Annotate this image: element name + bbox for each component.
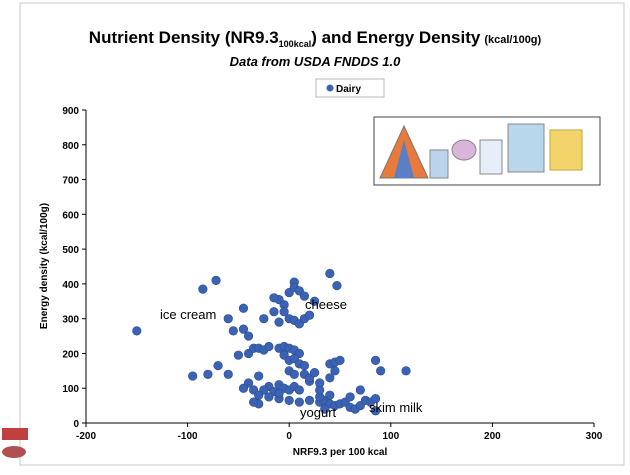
point	[310, 367, 320, 378]
cheese-icon	[549, 129, 583, 171]
point	[264, 341, 274, 352]
logo-shape	[2, 446, 26, 458]
milk-icon	[429, 149, 449, 179]
point	[211, 275, 221, 286]
point	[254, 371, 264, 381]
point	[325, 268, 335, 279]
x-tick-label: 200	[484, 431, 501, 442]
point	[299, 361, 310, 371]
title-part: Nutrient Density (NR9.3	[89, 28, 279, 47]
y-axis-label: Energy density (kcal/100g)	[39, 203, 50, 329]
point	[294, 385, 304, 395]
point	[259, 314, 269, 324]
point	[274, 317, 284, 327]
annotation: yogurt	[300, 405, 337, 420]
point	[370, 355, 381, 366]
logo	[2, 428, 28, 458]
box-icon	[507, 123, 545, 173]
pyramid-stripe	[394, 140, 414, 178]
point	[132, 326, 142, 336]
x-tick-label: 0	[286, 431, 292, 442]
y-tick-label: 500	[62, 245, 79, 256]
x-tick-label: 100	[382, 431, 399, 442]
point	[332, 281, 342, 291]
point	[203, 369, 213, 379]
point	[274, 388, 284, 399]
title-unit: (kcal/100g)	[484, 34, 541, 46]
point	[238, 383, 249, 393]
point	[320, 404, 330, 414]
point	[304, 310, 315, 320]
y-tick-label: 900	[62, 106, 79, 117]
point	[269, 293, 279, 303]
y-tick-label: 100	[62, 384, 79, 395]
point	[355, 385, 365, 395]
x-tick-label: -200	[76, 431, 96, 442]
point	[238, 303, 249, 313]
y-tick-label: 300	[62, 315, 79, 326]
point	[279, 307, 289, 317]
chart-subtitle: Data from USDA FNDDS 1.0	[230, 54, 401, 69]
point	[310, 296, 320, 306]
point	[376, 366, 386, 376]
point	[188, 371, 198, 381]
point	[325, 390, 335, 400]
point	[213, 361, 223, 371]
point	[223, 369, 233, 379]
yogurt-icon	[451, 139, 477, 161]
annotation: ice cream	[160, 307, 216, 322]
point	[264, 392, 274, 402]
point	[223, 314, 233, 324]
chart-title: Nutrient Density (NR9.3100kcal) and Ener…	[89, 28, 542, 49]
title-subscript: 100kcal	[279, 39, 312, 49]
x-tick-label: 300	[586, 431, 603, 442]
point	[370, 394, 381, 404]
y-tick-label: 700	[62, 176, 79, 187]
y-tick-label: 200	[62, 349, 79, 360]
y-tick-label: 600	[62, 210, 79, 221]
point	[304, 395, 315, 405]
annotation: skim milk	[369, 400, 423, 415]
carton-icon	[479, 139, 503, 175]
point	[238, 324, 249, 334]
y-tick-label: 400	[62, 280, 79, 291]
point	[228, 326, 238, 336]
legend-marker	[326, 84, 334, 92]
x-axis-label: NRF9.3 per 100 kcal	[293, 447, 388, 458]
logo-band	[2, 428, 28, 440]
y-tick-label: 800	[62, 141, 79, 152]
legend-label: Dairy	[336, 84, 361, 95]
point	[401, 366, 411, 376]
point	[294, 397, 304, 407]
point	[284, 395, 294, 405]
point	[198, 284, 208, 294]
point	[289, 369, 299, 379]
point	[269, 307, 279, 317]
food-icons	[373, 116, 601, 186]
point	[335, 355, 345, 366]
annotation: cheese	[305, 297, 347, 312]
point	[345, 392, 355, 402]
point	[370, 406, 381, 416]
point	[249, 397, 259, 407]
title-part: ) and Energy Density	[311, 28, 481, 47]
point	[315, 378, 325, 388]
point	[243, 331, 254, 341]
point	[299, 291, 310, 301]
x-tick-label: -100	[178, 431, 198, 442]
y-tick-label: 0	[73, 419, 79, 430]
legend-box	[315, 78, 385, 98]
point	[325, 373, 335, 383]
point	[233, 350, 243, 360]
